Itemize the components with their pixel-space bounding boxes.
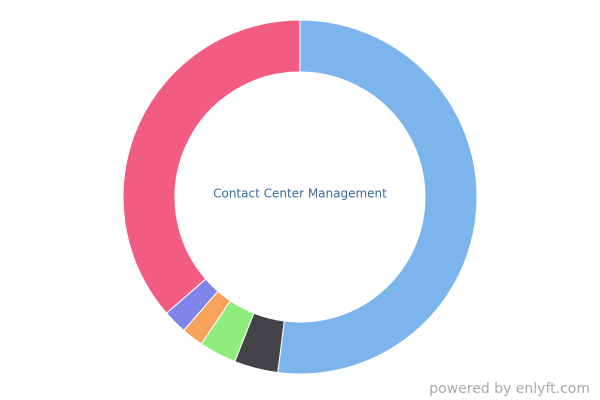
donut-slice <box>234 312 285 374</box>
chart-title: Contact Center Management <box>213 187 387 201</box>
donut-slice <box>277 19 478 375</box>
footer: powered by enlyft.com <box>429 381 590 397</box>
donut-slice <box>183 290 232 345</box>
donut-slice <box>122 19 301 314</box>
donut-slice <box>165 278 219 332</box>
